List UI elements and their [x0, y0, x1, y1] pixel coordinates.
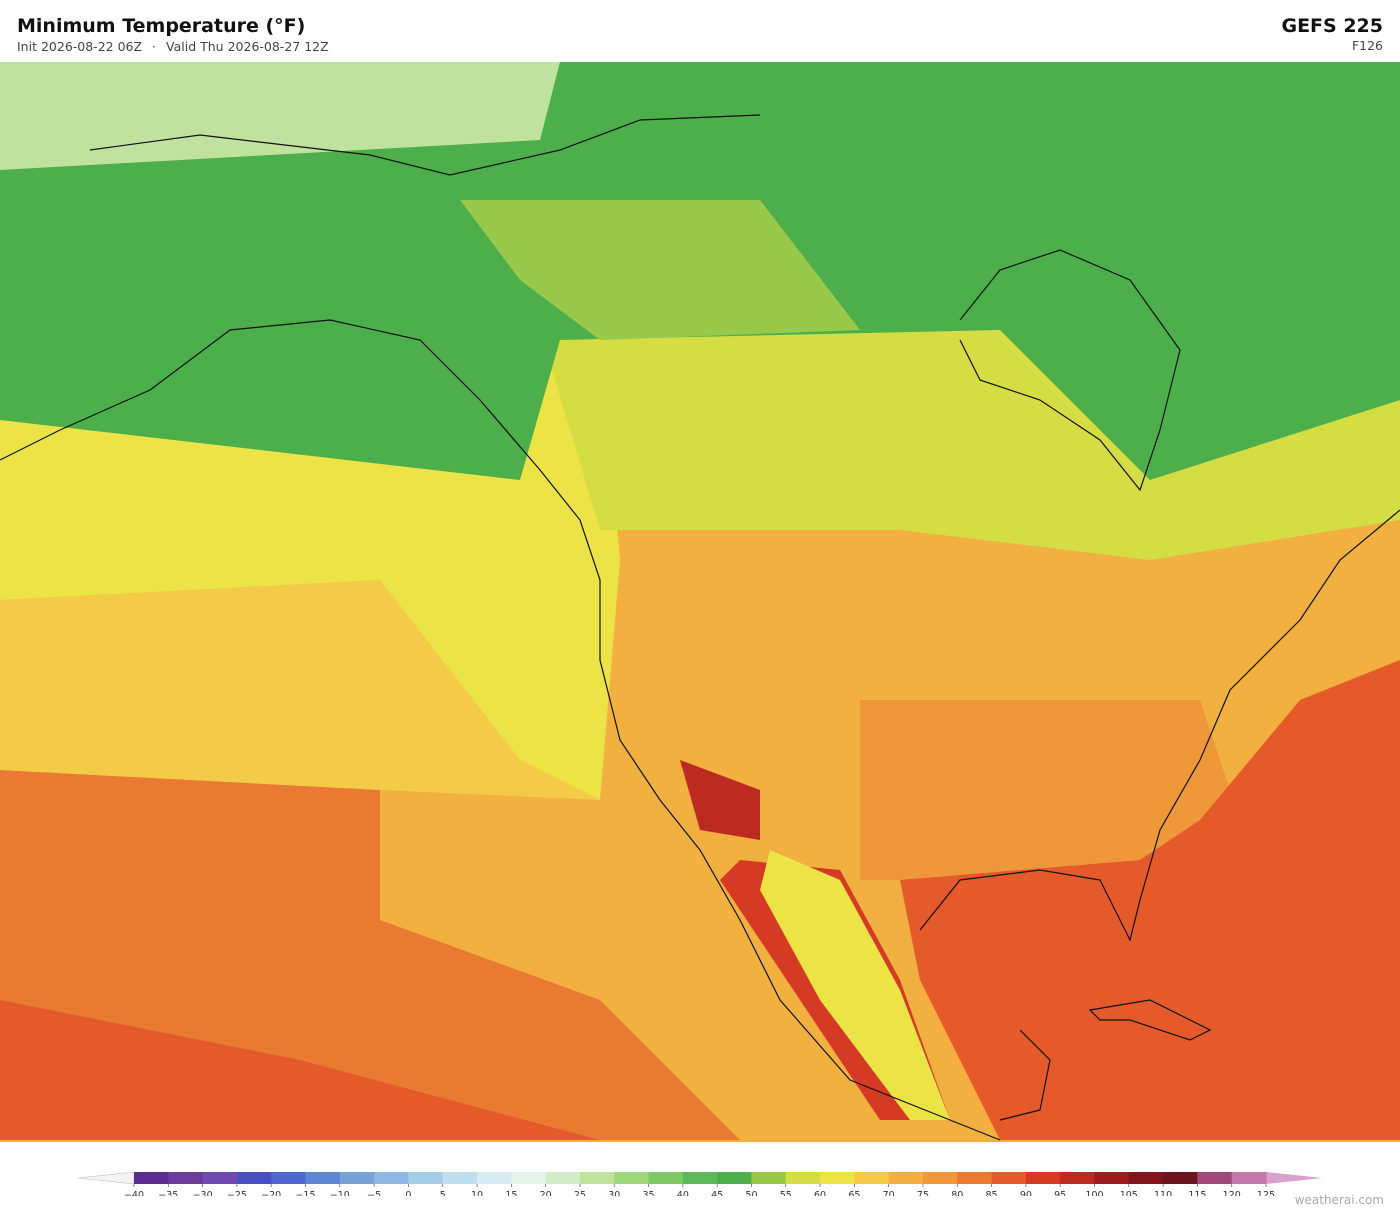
- tick-label: 120: [1223, 1190, 1241, 1196]
- colorbar-bin: [991, 1172, 1027, 1184]
- colorbar-over: [1266, 1172, 1322, 1184]
- map: [0, 62, 1400, 1142]
- colorbar-bin: [579, 1172, 615, 1184]
- colorbar-bin: [271, 1172, 307, 1184]
- field: [0, 1000, 600, 1140]
- tick-label: 15: [505, 1190, 517, 1196]
- model-name: GEFS 225: [1281, 15, 1383, 37]
- tick-label: 100: [1085, 1190, 1103, 1196]
- colorbar-bin: [1060, 1172, 1095, 1184]
- colorbar-bin: [1025, 1172, 1061, 1184]
- forecast-hour: F126: [1351, 38, 1383, 53]
- title: Minimum Temperature (°F): [17, 15, 306, 37]
- watermark: weatherai.com: [1294, 1193, 1384, 1207]
- colorbar-bin: [374, 1172, 409, 1184]
- tick-label: −40: [124, 1190, 144, 1196]
- colorbar: −40 −35 −30 −25 −20 −15 −10 −5 0 5 10 15 20 25 30 35 40 4…: [77, 1171, 1322, 1196]
- colorbar-bin: [682, 1172, 718, 1184]
- tick-label: 30: [608, 1190, 620, 1196]
- colorbar-bin: [442, 1172, 478, 1184]
- colorbar-bin: [202, 1172, 238, 1184]
- tick-label: 60: [814, 1190, 826, 1196]
- tick-label: 105: [1120, 1190, 1138, 1196]
- tick-label: 110: [1154, 1190, 1172, 1196]
- coastlines: [0, 114, 1400, 1141]
- tick-label: 0: [405, 1190, 411, 1196]
- colorbar-bin: [408, 1172, 444, 1184]
- colorbar-bin: [1163, 1172, 1198, 1184]
- tick-label: −25: [227, 1190, 247, 1196]
- colorbar-bin: [1197, 1172, 1233, 1184]
- tick-label: −15: [295, 1190, 315, 1196]
- tick-label: −20: [261, 1190, 281, 1196]
- colorbar-bin: [339, 1172, 375, 1184]
- colorbar-bin: [1128, 1172, 1164, 1184]
- tick-label: 55: [780, 1190, 792, 1196]
- tick-label: −30: [193, 1190, 213, 1196]
- colorbar-bin: [477, 1172, 512, 1184]
- tick-label: 35: [642, 1190, 654, 1196]
- tick-label: −10: [330, 1190, 350, 1196]
- colorbar-bin: [511, 1172, 547, 1184]
- colorbar-bin: [614, 1172, 650, 1184]
- tick-label: 115: [1188, 1190, 1206, 1196]
- coastline: [919, 509, 1400, 942]
- tick-label: −35: [158, 1190, 178, 1196]
- colorbar-bin: [717, 1172, 752, 1184]
- tick-label: 40: [677, 1190, 689, 1196]
- colorbar-bin: [236, 1172, 272, 1184]
- colorbar-bin: [922, 1172, 958, 1184]
- tick-label: 50: [745, 1190, 757, 1196]
- separator: ·: [152, 39, 157, 54]
- colorbar-bin: [134, 1172, 169, 1184]
- field: [900, 660, 1400, 1140]
- colorbar-bin: [820, 1172, 855, 1184]
- tick-label: 70: [883, 1190, 895, 1196]
- colorbar-bin: [888, 1172, 924, 1184]
- field: [0, 580, 600, 800]
- colorbar-bin: [168, 1172, 204, 1184]
- field: [680, 760, 760, 840]
- tick-label: 45: [711, 1190, 723, 1196]
- tick-label: 5: [440, 1190, 446, 1196]
- colorbar-bin: [545, 1172, 581, 1184]
- colorbar-under: [77, 1171, 135, 1185]
- colorbar-bin: [957, 1172, 993, 1184]
- colorbar-bin: [854, 1172, 890, 1184]
- colorbar-bin: [751, 1172, 787, 1184]
- coastline: [1088, 999, 1212, 1041]
- tick-label: 90: [1020, 1190, 1032, 1196]
- colorbar-bin: [648, 1172, 684, 1184]
- coastline: [89, 114, 761, 176]
- init-time: Init 2026-08-22 06Z: [17, 39, 143, 54]
- tick-label: 20: [540, 1190, 552, 1196]
- colorbar-bin: [785, 1172, 821, 1184]
- tick-label: 65: [848, 1190, 860, 1196]
- tick-label: 75: [917, 1190, 929, 1196]
- tick-label: 125: [1257, 1190, 1275, 1196]
- field: [860, 700, 1240, 880]
- tick-label: 10: [471, 1190, 483, 1196]
- colorbar-bin: [1094, 1172, 1130, 1184]
- tick-label: 80: [951, 1190, 963, 1196]
- run-info: Init 2026-08-22 06Z · Valid Thu 2026-08-27…: [17, 39, 339, 54]
- coastline: [0, 319, 1001, 1141]
- field: [760, 850, 950, 1120]
- colorbar-bin: [305, 1172, 341, 1184]
- colorbar-bin: [1231, 1172, 1267, 1184]
- tick-label: 25: [574, 1190, 586, 1196]
- field: [460, 200, 860, 340]
- tick-label: 85: [986, 1190, 998, 1196]
- coastline: [999, 1029, 1051, 1121]
- tick-label: −5: [367, 1190, 381, 1196]
- coastline: [959, 249, 1181, 492]
- tick-label: 95: [1054, 1190, 1066, 1196]
- valid-time: Valid Thu 2026-08-27 12Z: [166, 39, 329, 54]
